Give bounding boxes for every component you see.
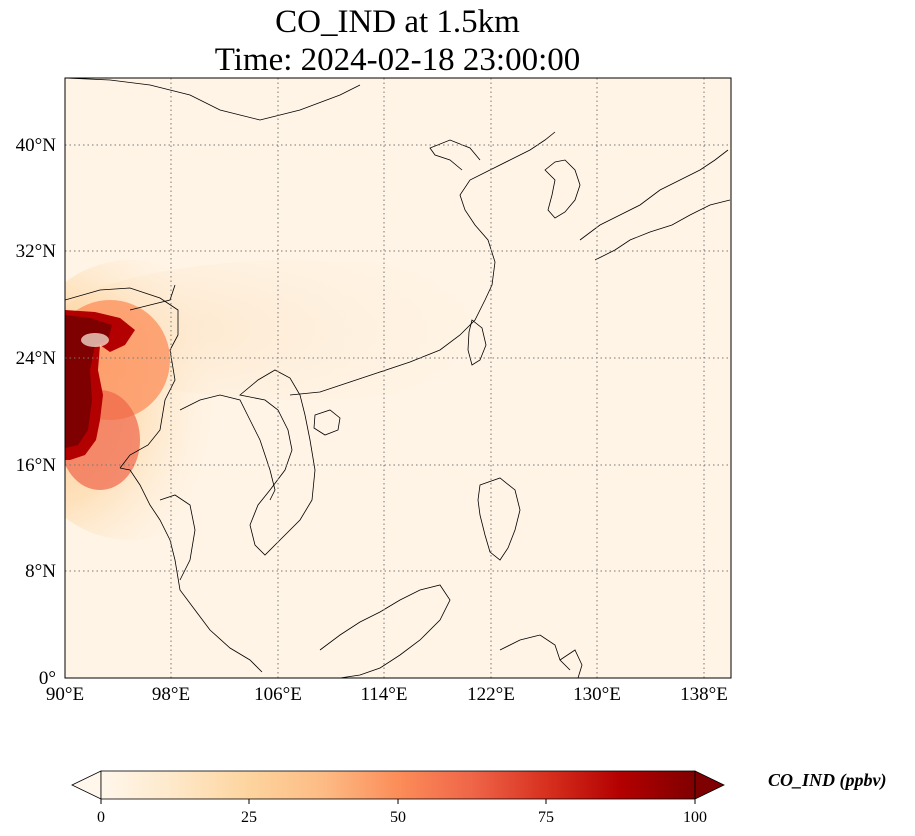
coastlines — [65, 78, 731, 678]
colorbar-label: CO_IND (ppbv) — [768, 770, 887, 790]
lon-tick-label: 130°E — [573, 684, 621, 705]
lat-tick-label: 24°N — [16, 348, 57, 369]
colorbar-gradient — [101, 771, 695, 799]
lat-tick-label: 8°N — [25, 561, 56, 582]
colorbar: 0 25 50 75 100 — [71, 770, 725, 826]
lat-tick-label: 16°N — [16, 455, 57, 476]
lon-tick-label: 98°E — [152, 684, 190, 705]
lat-tick-label: 40°N — [16, 135, 57, 156]
map-subtitle-time: Time: 2024-02-18 23:00:00 — [214, 42, 581, 78]
map-title: CO_IND at 1.5km — [275, 4, 520, 40]
lon-tick-label: 106°E — [254, 684, 302, 705]
lat-tick-label: 32°N — [16, 241, 57, 262]
lon-tick-label: 138°E — [680, 684, 728, 705]
colorbar-tick-label: 75 — [538, 809, 554, 826]
lon-tick-label: 122°E — [467, 684, 515, 705]
lon-tick-labels: 90°E 98°E 106°E 114°E 122°E 130°E 138°E — [46, 684, 728, 705]
map-frame — [64, 77, 732, 679]
co-concentration-field — [65, 78, 731, 678]
colorbar-tick-label: 25 — [241, 809, 257, 826]
colorbar-tick-label: 50 — [390, 809, 406, 826]
lat-tick-labels: 0° 8°N 16°N 24°N 32°N 40°N — [16, 135, 57, 689]
lon-tick-label: 90°E — [46, 684, 84, 705]
colorbar-extend-max — [694, 770, 725, 800]
colorbar-tick-label: 100 — [683, 809, 707, 826]
colorbar-tick-label: 0 — [97, 809, 105, 826]
lon-tick-label: 114°E — [361, 684, 408, 705]
lat-tick-label: 0° — [39, 668, 56, 689]
colorbar-extend-min — [71, 770, 102, 800]
gridlines — [65, 78, 731, 678]
